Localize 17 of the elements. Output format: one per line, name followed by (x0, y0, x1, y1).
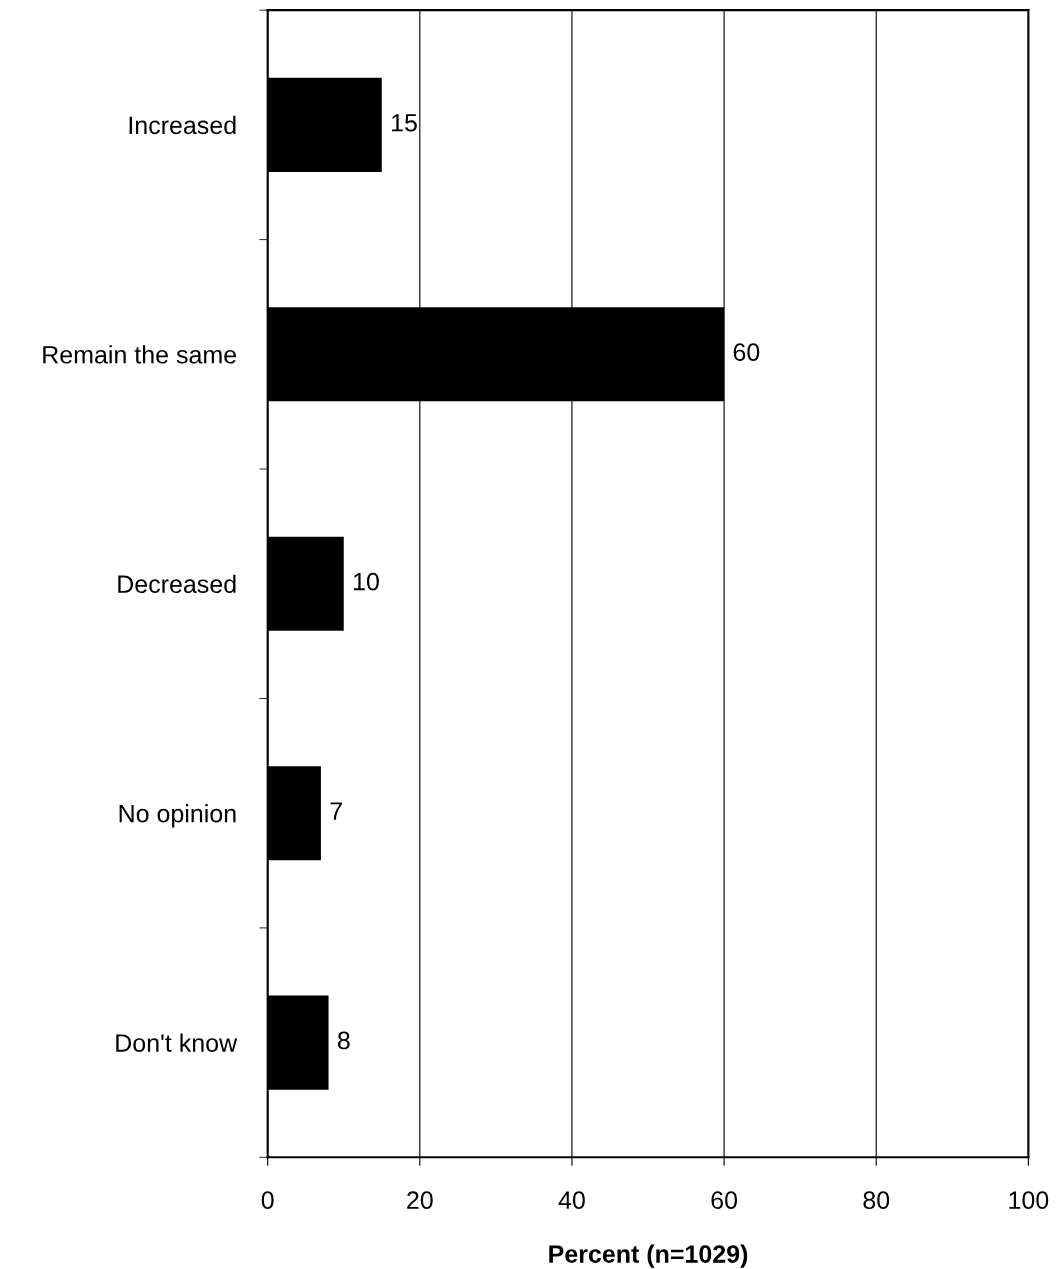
x-tick-label: 20 (407, 1191, 433, 1210)
x-tick-label: 60 (711, 1191, 738, 1210)
y-tick-label: Remain the same (43, 345, 237, 364)
y-tick-label: Decreased (118, 574, 236, 594)
data-label: 7 (330, 802, 342, 820)
y-tick-label: Increased (129, 115, 236, 135)
y-tick-label: Don't know (116, 1033, 238, 1052)
data-label: 60 (733, 343, 760, 362)
data-label: 15 (392, 114, 417, 132)
x-tick-label: 100 (1009, 1191, 1049, 1210)
y-tick-label: No opinion (119, 804, 236, 828)
x-tick-label: 40 (558, 1191, 585, 1210)
x-axis-title: Percent (n=1029) (549, 1244, 748, 1268)
x-tick-label: 0 (261, 1191, 274, 1210)
x-tick-label: 80 (863, 1191, 890, 1210)
data-label: 10 (353, 572, 379, 591)
data-label: 8 (337, 1031, 350, 1050)
